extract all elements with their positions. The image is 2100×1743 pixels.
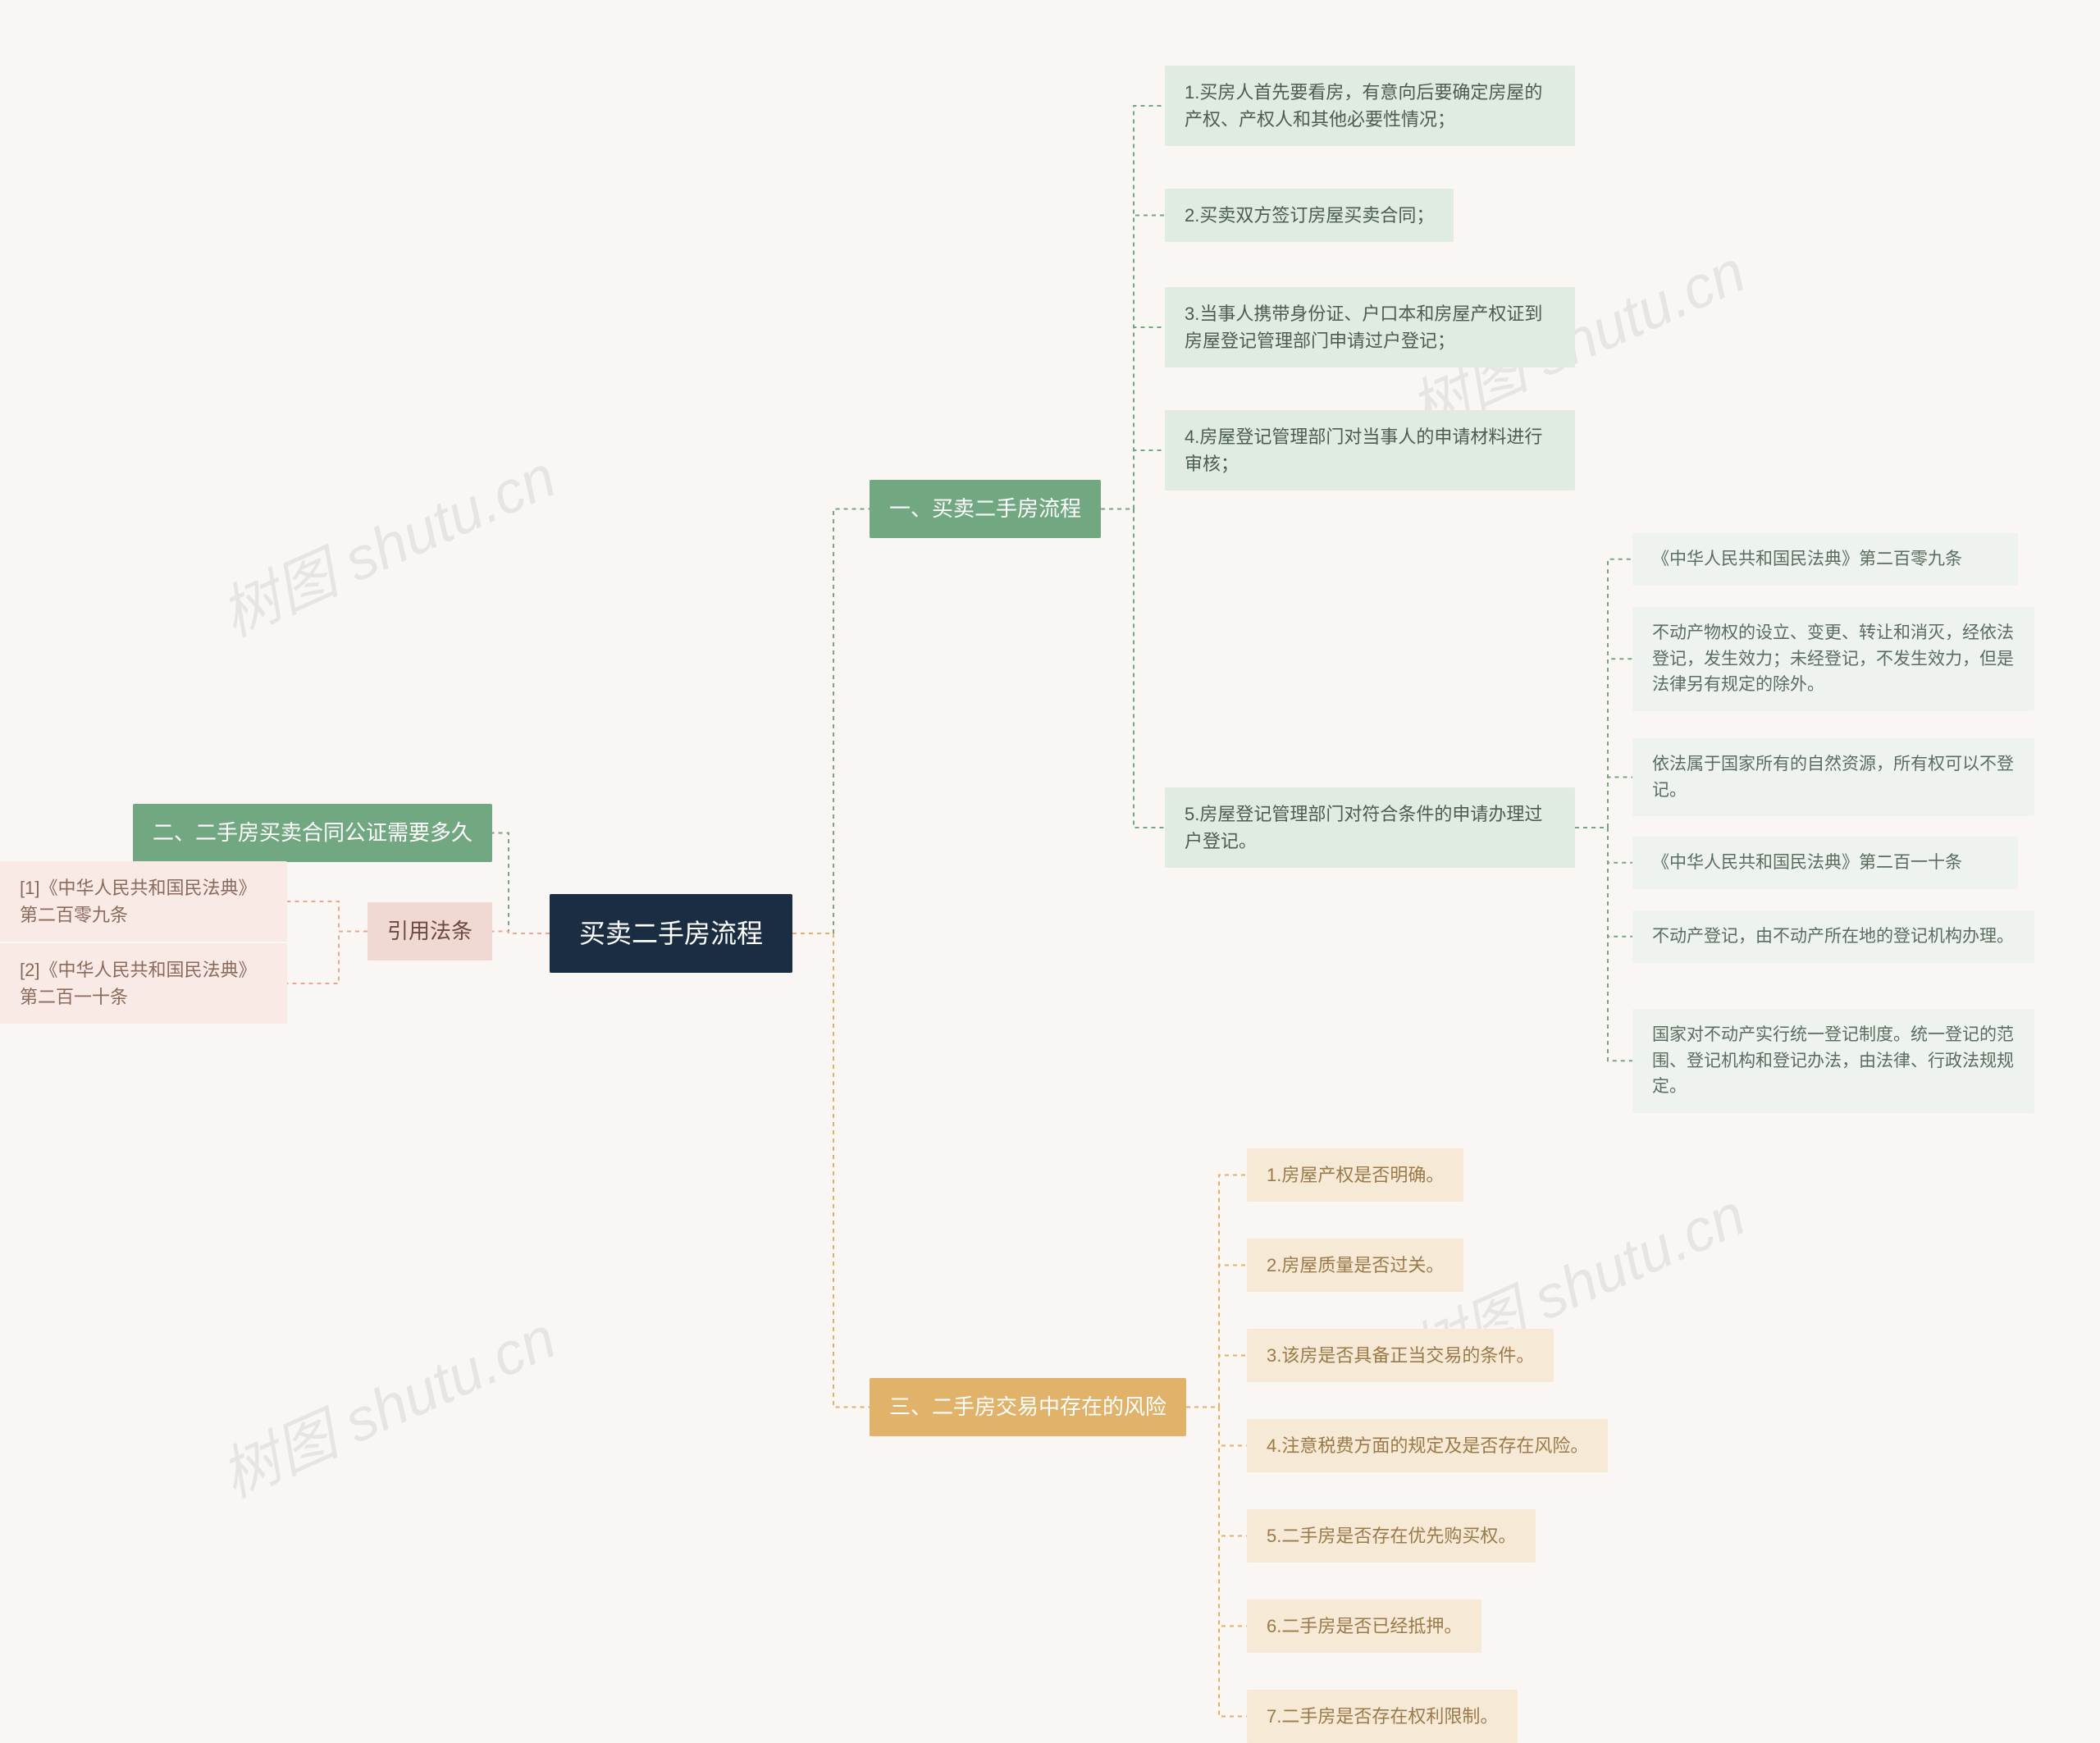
- section2-title: 二、二手房买卖合同公证需要多久: [133, 804, 492, 862]
- root-node: 买卖二手房流程: [550, 894, 792, 973]
- section3-item: 5.二手房是否存在优先购买权。: [1247, 1509, 1536, 1563]
- section1-item: 3.当事人携带身份证、户口本和房屋产权证到房屋登记管理部门申请过户登记；: [1165, 287, 1575, 367]
- section3-item: 3.该房是否具备正当交易的条件。: [1247, 1329, 1554, 1382]
- section1-item5-sub: 国家对不动产实行统一登记制度。统一登记的范围、登记机构和登记办法，由法律、行政法…: [1632, 1009, 2034, 1113]
- section1-item: 5.房屋登记管理部门对符合条件的申请办理过户登记。: [1165, 787, 1575, 868]
- section1-item: 1.买房人首先要看房，有意向后要确定房屋的产权、产权人和其他必要性情况；: [1165, 66, 1575, 146]
- section1-item: 4.房屋登记管理部门对当事人的申请材料进行审核；: [1165, 410, 1575, 491]
- watermark: 树图 shutu.cn: [205, 1290, 567, 1514]
- section1-item5-sub: 依法属于国家所有的自然资源，所有权可以不登记。: [1632, 738, 2034, 816]
- section3-item: 6.二手房是否已经抵押。: [1247, 1599, 1481, 1653]
- ref-item: [1]《中华人民共和国民法典》 第二百零九条: [0, 861, 287, 942]
- section1-item: 2.买卖双方签订房屋买卖合同；: [1165, 189, 1454, 242]
- section1-item5-sub: 《中华人民共和国民法典》第二百零九条: [1632, 533, 2018, 586]
- section3-item: 4.注意税费方面的规定及是否存在风险。: [1247, 1419, 1608, 1472]
- refs-title: 引用法条: [368, 902, 492, 960]
- section1-item5-sub: 不动产物权的设立、变更、转让和消灭，经依法登记，发生效力；未经登记，不发生效力，…: [1632, 607, 2034, 711]
- section3-title: 三、二手房交易中存在的风险: [870, 1378, 1186, 1436]
- section1-item5-sub: 《中华人民共和国民法典》第二百一十条: [1632, 837, 2018, 889]
- section1-item5-sub: 不动产登记，由不动产所在地的登记机构办理。: [1632, 910, 2034, 963]
- section3-item: 1.房屋产权是否明确。: [1247, 1148, 1463, 1202]
- section1-title: 一、买卖二手房流程: [870, 480, 1101, 538]
- section3-item: 2.房屋质量是否过关。: [1247, 1239, 1463, 1292]
- section3-item: 7.二手房是否存在权利限制。: [1247, 1690, 1518, 1743]
- ref-item: [2]《中华人民共和国民法典》 第二百一十条: [0, 943, 287, 1024]
- watermark: 树图 shutu.cn: [205, 429, 567, 653]
